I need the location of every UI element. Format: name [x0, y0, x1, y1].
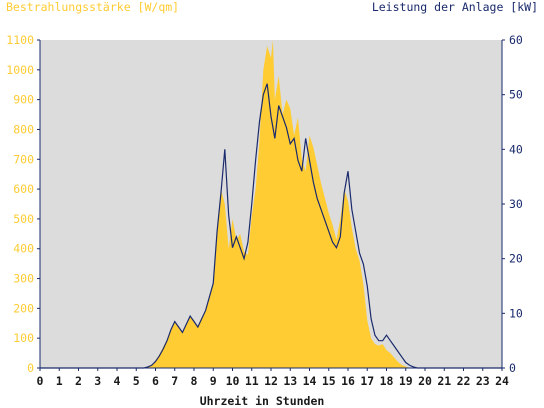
right-y-tick-label: 20 — [509, 252, 523, 266]
x-tick-label: 17 — [360, 374, 374, 388]
x-tick-label: 6 — [152, 374, 159, 388]
left-y-tick-label: 500 — [13, 212, 34, 226]
x-tick-label: 21 — [437, 374, 451, 388]
left-y-tick-label: 400 — [13, 242, 34, 256]
left-y-tick-label: 200 — [13, 301, 34, 315]
right-y-tick-label: 60 — [509, 33, 523, 47]
tick-labels: 0 1 2 3 4 5 6 7 8 9 10 11 12 13 14 15 16 17 18 19 20 21 22 23 24… — [6, 33, 523, 388]
x-tick-label: 9 — [210, 374, 217, 388]
right-y-tick-label: 0 — [509, 361, 516, 375]
left-y-tick-label: 1100 — [6, 33, 34, 47]
x-tick-label: 20 — [418, 374, 432, 388]
right-y-tick-label: 30 — [509, 197, 523, 211]
x-tick-label: 10 — [226, 374, 240, 388]
x-tick-label: 2 — [75, 374, 82, 388]
x-tick-label: 16 — [341, 374, 355, 388]
x-tick-label: 0 — [37, 374, 44, 388]
x-tick-label: 12 — [264, 374, 278, 388]
x-tick-label: 5 — [133, 374, 140, 388]
x-tick-label: 24 — [495, 374, 509, 388]
left-y-tick-label: 100 — [13, 331, 34, 345]
x-tick-label: 19 — [399, 374, 413, 388]
left-y-tick-label: 300 — [13, 272, 34, 286]
x-tick-label: 7 — [171, 374, 178, 388]
right-y-tick-label: 40 — [509, 142, 523, 156]
right-y-tick-label: 10 — [509, 306, 523, 320]
axes — [37, 39, 505, 371]
x-tick-label: 1 — [56, 374, 63, 388]
power-line — [40, 83, 502, 369]
left-axis-title: Bestrahlungsstärke [W/qm] — [6, 0, 179, 14]
x-tick-label: 23 — [476, 374, 490, 388]
irradiance-area — [40, 40, 502, 368]
left-y-tick-label: 900 — [13, 93, 34, 107]
x-tick-label: 22 — [457, 374, 471, 388]
x-tick-label: 13 — [283, 374, 297, 388]
left-y-tick-label: 600 — [13, 182, 34, 196]
left-y-tick-label: 0 — [27, 361, 34, 375]
left-y-tick-label: 1000 — [6, 63, 34, 77]
right-axis-title: Leistung der Anlage [kW] — [372, 0, 538, 14]
irradiance-area-layer — [40, 40, 502, 368]
x-axis-title: Uhrzeit in Stunden — [200, 394, 325, 408]
x-tick-label: 15 — [322, 374, 336, 388]
x-tick-label: 8 — [191, 374, 198, 388]
right-y-tick-label: 50 — [509, 88, 523, 102]
x-tick-label: 18 — [380, 374, 394, 388]
x-tick-label: 3 — [94, 374, 101, 388]
left-y-tick-label: 700 — [13, 152, 34, 166]
x-tick-label: 14 — [303, 374, 317, 388]
x-tick-label: 11 — [245, 374, 259, 388]
power-line-layer — [40, 83, 502, 369]
x-tick-label: 4 — [114, 374, 121, 388]
left-y-tick-label: 800 — [13, 122, 34, 136]
